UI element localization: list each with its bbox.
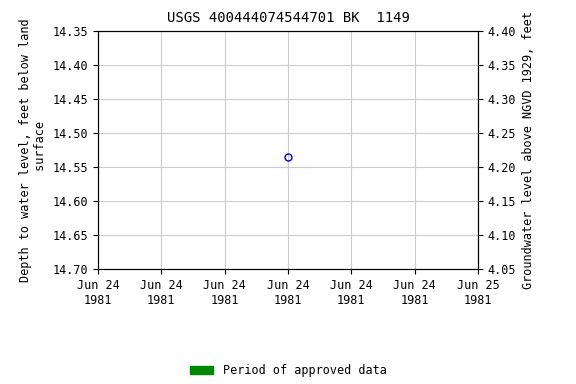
Title: USGS 400444074544701 BK  1149: USGS 400444074544701 BK 1149 (166, 12, 410, 25)
Y-axis label: Depth to water level, feet below land
 surface: Depth to water level, feet below land su… (19, 18, 47, 281)
Y-axis label: Groundwater level above NGVD 1929, feet: Groundwater level above NGVD 1929, feet (522, 11, 535, 289)
Legend: Period of approved data: Period of approved data (190, 364, 386, 377)
